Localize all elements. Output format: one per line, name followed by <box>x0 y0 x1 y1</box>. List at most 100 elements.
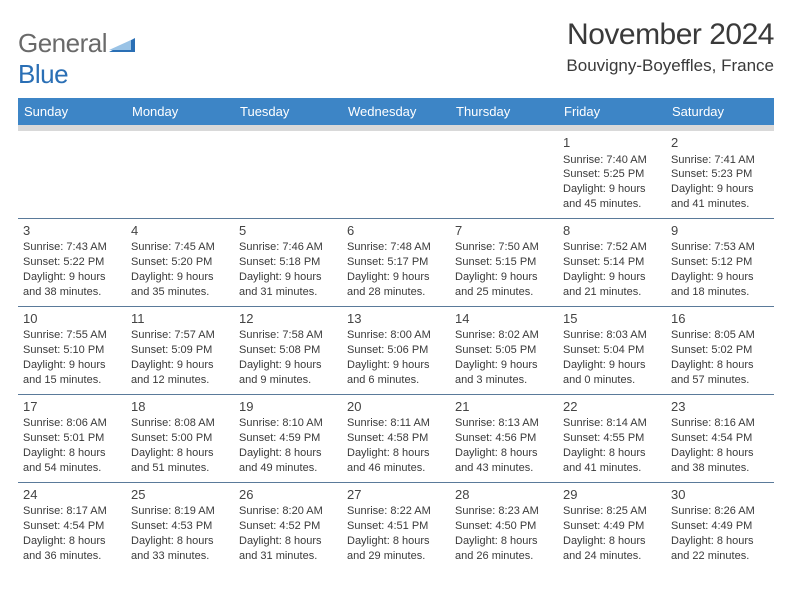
sunrise-line: Sunrise: 7:55 AM <box>23 328 121 343</box>
day-cell: 7Sunrise: 7:50 AMSunset: 5:15 PMDaylight… <box>450 218 558 306</box>
day-cell: 24Sunrise: 8:17 AMSunset: 4:54 PMDayligh… <box>18 482 126 570</box>
week-row: 1Sunrise: 7:40 AMSunset: 5:25 PMDaylight… <box>18 128 774 218</box>
day-cell: 22Sunrise: 8:14 AMSunset: 4:55 PMDayligh… <box>558 394 666 482</box>
day-number: 3 <box>23 222 121 240</box>
sunrise-line: Sunrise: 7:50 AM <box>455 240 553 255</box>
sunrise-line: Sunrise: 7:53 AM <box>671 240 769 255</box>
sunrise-line: Sunrise: 8:20 AM <box>239 504 337 519</box>
calendar-body: 1Sunrise: 7:40 AMSunset: 5:25 PMDaylight… <box>18 128 774 570</box>
title-block: November 2024 Bouvigny-Boyeffles, France <box>566 18 774 76</box>
daylight-line: Daylight: 9 hours and 3 minutes. <box>455 358 553 388</box>
day-header: Wednesday <box>342 98 450 128</box>
daylight-line: Daylight: 9 hours and 12 minutes. <box>131 358 229 388</box>
sunrise-line: Sunrise: 8:16 AM <box>671 416 769 431</box>
daylight-line: Daylight: 9 hours and 28 minutes. <box>347 270 445 300</box>
daylight-line: Daylight: 8 hours and 22 minutes. <box>671 534 769 564</box>
day-cell <box>450 128 558 218</box>
sunset-line: Sunset: 4:54 PM <box>671 431 769 446</box>
day-cell <box>126 128 234 218</box>
sunset-line: Sunset: 4:51 PM <box>347 519 445 534</box>
day-cell: 27Sunrise: 8:22 AMSunset: 4:51 PMDayligh… <box>342 482 450 570</box>
sunrise-line: Sunrise: 8:19 AM <box>131 504 229 519</box>
day-cell: 19Sunrise: 8:10 AMSunset: 4:59 PMDayligh… <box>234 394 342 482</box>
day-cell: 14Sunrise: 8:02 AMSunset: 5:05 PMDayligh… <box>450 306 558 394</box>
sunrise-line: Sunrise: 8:26 AM <box>671 504 769 519</box>
sunrise-line: Sunrise: 7:43 AM <box>23 240 121 255</box>
day-cell: 11Sunrise: 7:57 AMSunset: 5:09 PMDayligh… <box>126 306 234 394</box>
calendar-page: GeneralBlue November 2024 Bouvigny-Boyef… <box>0 0 792 570</box>
day-number: 29 <box>563 486 661 504</box>
sunset-line: Sunset: 4:53 PM <box>131 519 229 534</box>
sunset-line: Sunset: 4:52 PM <box>239 519 337 534</box>
calendar-head: SundayMondayTuesdayWednesdayThursdayFrid… <box>18 98 774 128</box>
sunrise-line: Sunrise: 7:41 AM <box>671 153 769 168</box>
sunrise-line: Sunrise: 8:05 AM <box>671 328 769 343</box>
sunrise-line: Sunrise: 8:10 AM <box>239 416 337 431</box>
sunset-line: Sunset: 5:18 PM <box>239 255 337 270</box>
daylight-line: Daylight: 9 hours and 15 minutes. <box>23 358 121 388</box>
day-header: Saturday <box>666 98 774 128</box>
daylight-line: Daylight: 8 hours and 24 minutes. <box>563 534 661 564</box>
brand-logo: GeneralBlue <box>18 18 135 90</box>
sunset-line: Sunset: 5:25 PM <box>563 167 661 182</box>
sunset-line: Sunset: 5:15 PM <box>455 255 553 270</box>
daylight-line: Daylight: 8 hours and 38 minutes. <box>671 446 769 476</box>
daylight-line: Daylight: 9 hours and 41 minutes. <box>671 182 769 212</box>
header-row: GeneralBlue November 2024 Bouvigny-Boyef… <box>18 18 774 90</box>
daylight-line: Daylight: 8 hours and 57 minutes. <box>671 358 769 388</box>
day-cell: 6Sunrise: 7:48 AMSunset: 5:17 PMDaylight… <box>342 218 450 306</box>
daylight-line: Daylight: 9 hours and 35 minutes. <box>131 270 229 300</box>
brand-general: General <box>18 28 107 58</box>
daylight-line: Daylight: 9 hours and 21 minutes. <box>563 270 661 300</box>
sunset-line: Sunset: 5:04 PM <box>563 343 661 358</box>
daylight-line: Daylight: 9 hours and 25 minutes. <box>455 270 553 300</box>
sunset-line: Sunset: 5:23 PM <box>671 167 769 182</box>
daylight-line: Daylight: 9 hours and 45 minutes. <box>563 182 661 212</box>
day-number: 27 <box>347 486 445 504</box>
daylight-line: Daylight: 8 hours and 54 minutes. <box>23 446 121 476</box>
sunrise-line: Sunrise: 7:52 AM <box>563 240 661 255</box>
day-number: 9 <box>671 222 769 240</box>
day-number: 28 <box>455 486 553 504</box>
week-row: 10Sunrise: 7:55 AMSunset: 5:10 PMDayligh… <box>18 306 774 394</box>
week-row: 3Sunrise: 7:43 AMSunset: 5:22 PM Daylight… <box>18 218 774 306</box>
day-cell: 10Sunrise: 7:55 AMSunset: 5:10 PMDayligh… <box>18 306 126 394</box>
day-cell: 17Sunrise: 8:06 AMSunset: 5:01 PMDayligh… <box>18 394 126 482</box>
sunrise-line: Sunrise: 8:14 AM <box>563 416 661 431</box>
sunrise-line: Sunrise: 7:45 AM <box>131 240 229 255</box>
sunrise-line: Sunrise: 8:06 AM <box>23 416 121 431</box>
day-cell: 1Sunrise: 7:40 AMSunset: 5:25 PMDaylight… <box>558 128 666 218</box>
sunrise-line: Sunrise: 8:08 AM <box>131 416 229 431</box>
day-number: 13 <box>347 310 445 328</box>
day-cell: 25Sunrise: 8:19 AMSunset: 4:53 PMDayligh… <box>126 482 234 570</box>
daylight-line: Daylight: 9 hours and 6 minutes. <box>347 358 445 388</box>
brand-mark-icon <box>109 28 135 58</box>
daylight-line: Daylight: 8 hours and 43 minutes. <box>455 446 553 476</box>
day-number: 15 <box>563 310 661 328</box>
brand-text: GeneralBlue <box>18 28 135 90</box>
sunrise-line: Sunrise: 8:25 AM <box>563 504 661 519</box>
day-cell: 12Sunrise: 7:58 AMSunset: 5:08 PMDayligh… <box>234 306 342 394</box>
day-number: 25 <box>131 486 229 504</box>
sunrise-line: Sunrise: 7:48 AM <box>347 240 445 255</box>
daylight-line: Daylight: 8 hours and 29 minutes. <box>347 534 445 564</box>
day-number: 18 <box>131 398 229 416</box>
day-cell: 3Sunrise: 7:43 AMSunset: 5:22 PMDaylight… <box>18 218 126 306</box>
day-header: Sunday <box>18 98 126 128</box>
day-number: 19 <box>239 398 337 416</box>
daylight-line: Daylight: 9 hours and 9 minutes. <box>239 358 337 388</box>
sunset-line: Sunset: 5:22 PM <box>23 255 121 270</box>
location: Bouvigny-Boyeffles, France <box>566 56 774 76</box>
sunset-line: Sunset: 5:00 PM <box>131 431 229 446</box>
day-number: 21 <box>455 398 553 416</box>
sunset-line: Sunset: 4:49 PM <box>671 519 769 534</box>
day-number: 22 <box>563 398 661 416</box>
day-number: 14 <box>455 310 553 328</box>
sunrise-line: Sunrise: 7:58 AM <box>239 328 337 343</box>
daylight-line: Daylight: 8 hours and 46 minutes. <box>347 446 445 476</box>
sunset-line: Sunset: 5:14 PM <box>563 255 661 270</box>
day-number: 30 <box>671 486 769 504</box>
daylight-line: Daylight: 8 hours and 51 minutes. <box>131 446 229 476</box>
day-header-row: SundayMondayTuesdayWednesdayThursdayFrid… <box>18 98 774 128</box>
daylight-line: Daylight: 8 hours and 36 minutes. <box>23 534 121 564</box>
